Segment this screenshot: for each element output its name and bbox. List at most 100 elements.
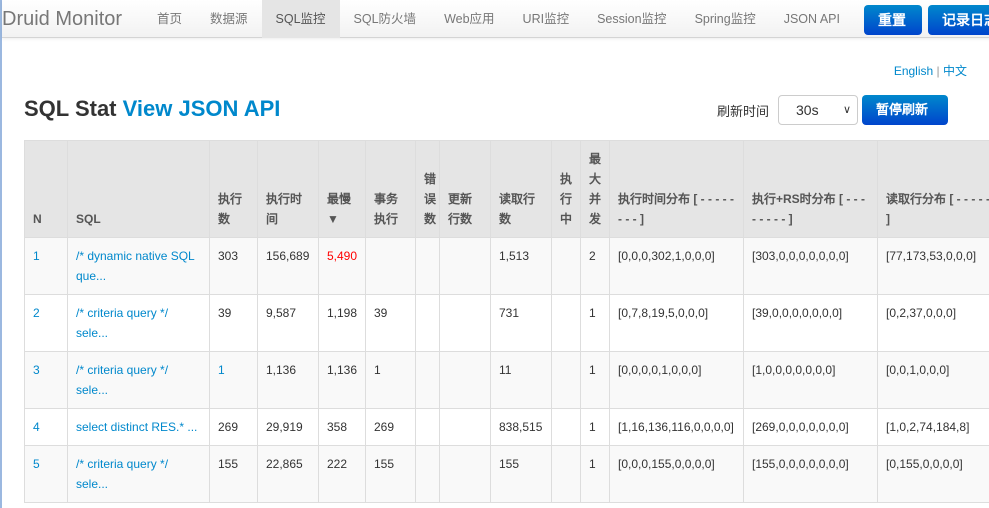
table-cell: 1 (580, 351, 610, 409)
column-header[interactable]: 读取行分布 [ - - - - - - ] (877, 140, 989, 238)
table-cell (551, 237, 581, 295)
table-cell: 1,136 (318, 351, 366, 409)
table-cell: 155 (490, 445, 552, 503)
reset-button[interactable]: 重置 (864, 5, 922, 35)
nav-item[interactable]: URI监控 (522, 12, 570, 26)
table-cell (439, 294, 491, 352)
cell-link[interactable]: 2 (33, 306, 40, 320)
nav-item[interactable]: Session监控 (597, 12, 667, 26)
table-cell (415, 408, 440, 446)
refresh-label: 刷新时间 (717, 104, 770, 119)
language-switch: English | 中文 (894, 62, 967, 79)
pause-refresh-button[interactable]: 暂停刷新 (862, 95, 948, 125)
nav-item[interactable]: JSON API (783, 12, 840, 26)
cell-link[interactable]: 3 (33, 363, 40, 377)
table-cell: [1,0,0,0,0,0,0,0] (743, 351, 878, 409)
column-header[interactable]: N (24, 140, 68, 238)
column-header[interactable]: 最大并发 (580, 140, 610, 238)
chinese-link[interactable]: 中文 (942, 64, 967, 78)
table-cell: 2 (580, 237, 610, 295)
refresh-interval-select[interactable]: 30s ∨ (778, 95, 858, 125)
sql-link[interactable]: /* criteria query */ sele... (76, 306, 169, 340)
nav-item[interactable]: SQL防火墙 (353, 12, 417, 26)
cell-link[interactable]: 1 (218, 363, 225, 377)
separator: | (936, 64, 940, 78)
table-cell: [0,0,0,155,0,0,0,0] (609, 445, 744, 503)
table-cell (551, 445, 581, 503)
title-text: SQL Stat (24, 96, 117, 121)
column-header[interactable]: 执行中 (551, 140, 581, 238)
table-cell: [0,7,8,19,5,0,0,0] (609, 294, 744, 352)
sql-link[interactable]: select distinct RES.* ... (76, 420, 198, 434)
page-title: SQL Stat View JSON API (24, 96, 280, 122)
table-cell: 269 (209, 408, 258, 446)
table-cell: 1 (580, 408, 610, 446)
cell-link[interactable]: 5 (33, 457, 40, 471)
log-and-reset-button[interactable]: 记录日志 (928, 5, 989, 35)
column-header[interactable]: 更新行数 (439, 140, 491, 238)
table-row: 3/* criteria query */ sele... 1 1,136 1,136… (24, 351, 989, 409)
column-header[interactable]: 错误数 (415, 140, 440, 238)
table-cell: [1,16,136,116,0,0,0,0] (609, 408, 744, 446)
table-cell: 155 (365, 445, 416, 503)
sql-link[interactable]: /* criteria query */ sele... (76, 363, 169, 397)
brand[interactable]: Druid Monitor (2, 8, 123, 30)
table-cell (551, 294, 581, 352)
column-header[interactable]: SQL (67, 140, 210, 238)
column-header[interactable]: 最慢 ▼ (318, 140, 366, 238)
table-cell (415, 237, 440, 295)
nav-item[interactable]: Spring监控 (694, 12, 756, 26)
column-header[interactable]: 事务执行 (365, 140, 416, 238)
table-cell: 269 (365, 408, 416, 446)
cell-link[interactable]: 4 (33, 420, 40, 434)
table-row: 2 /* criteria query */ sele... 39 9,587 1,19… (24, 294, 989, 352)
table-cell: 1 (580, 445, 610, 503)
view-json-api-link[interactable]: View JSON API (122, 96, 281, 121)
nav-item[interactable]: 首页 (157, 12, 183, 26)
table-cell: 5,490 (318, 237, 366, 295)
table-cell: [303,0,0,0,0,0,0,0] (743, 237, 878, 295)
table-cell (439, 408, 491, 446)
table-cell: 22,865 (257, 445, 319, 503)
nav-item[interactable]: SQL监控 (261, 0, 340, 38)
table-cell: 1 (365, 351, 416, 409)
navbar: Druid Monitor 首页 数据源 SQL监控 SQL防火墙 Web应用 URI监控… (2, 0, 989, 38)
table-cell: 1,513 (490, 237, 552, 295)
table-cell (415, 351, 440, 409)
table-cell: 39 (365, 294, 416, 352)
table-cell: 731 (490, 294, 552, 352)
nav-item[interactable]: 数据源 (210, 12, 248, 26)
nav-item[interactable]: Web应用 (444, 12, 495, 26)
table-cell: 156,689 (257, 237, 319, 295)
column-header[interactable]: 读取行数 (490, 140, 552, 238)
table-cell (439, 445, 491, 503)
table-cell: /* criteria query */ sele... (67, 445, 210, 503)
english-link[interactable]: English (893, 64, 934, 78)
sql-link[interactable]: /* dynamic native SQL que... (76, 249, 195, 283)
column-header[interactable]: 执行+RS时分布 [ - - - - - - - - ] (743, 140, 878, 238)
table-cell: 358 (318, 408, 366, 446)
table-cell: /* criteria query */ sele... (67, 294, 210, 352)
table-cell: 1 (209, 351, 258, 409)
sql-link[interactable]: /* criteria query */ sele... (76, 457, 169, 491)
table-cell: [0,0,0,302,1,0,0,0] (609, 237, 744, 295)
table-cell: [0,2,37,0,0,0] (877, 294, 989, 352)
table-cell (415, 445, 440, 503)
table-cell: select distinct RES.* ... (67, 408, 210, 446)
chevron-down-icon: ∨ (842, 104, 851, 116)
table-cell: 29,919 (257, 408, 319, 446)
table-cell: [269,0,0,0,0,0,0,0] (743, 408, 878, 446)
table-cell: /* criteria query */ sele... (67, 351, 210, 409)
table-cell: 1,198 (318, 294, 366, 352)
column-header[interactable]: 执行时间分布 [ - - - - - - - - ] (609, 140, 744, 238)
table-cell: /* dynamic native SQL que... (67, 237, 210, 295)
table-cell: 5 (24, 445, 68, 503)
table-cell: 1 (580, 294, 610, 352)
column-header[interactable]: 执行数 (209, 140, 258, 238)
table-cell (365, 237, 416, 295)
table-cell: 9,587 (257, 294, 319, 352)
table-cell: 838,515 (490, 408, 552, 446)
column-header[interactable]: 执行时间 (257, 140, 319, 238)
table-row: 4 select distinct RES.* ... 269 29,919 358 26… (24, 408, 989, 446)
cell-link[interactable]: 1 (33, 249, 40, 263)
